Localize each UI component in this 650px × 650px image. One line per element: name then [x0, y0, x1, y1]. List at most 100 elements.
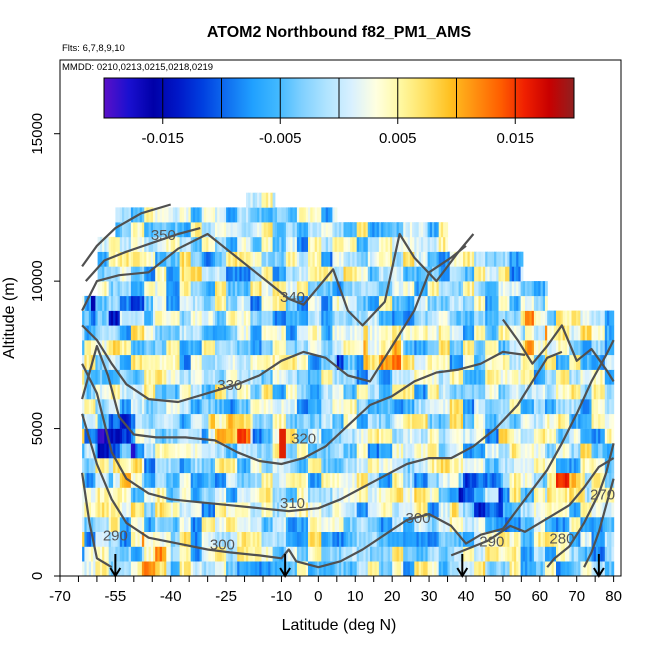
heatmap-cell: [226, 325, 229, 341]
heatmap-cell: [299, 251, 302, 267]
heatmap-cell: [432, 443, 435, 459]
heatmap-cell: [119, 502, 123, 518]
heatmap-cell: [387, 369, 391, 385]
heatmap-cell: [279, 428, 282, 444]
heatmap-cell: [195, 251, 198, 267]
heatmap-cell: [321, 340, 325, 356]
heatmap-cell: [328, 487, 331, 503]
heatmap-cell: [454, 266, 457, 282]
heatmap-cell: [407, 517, 411, 532]
heatmap-cell: [272, 546, 276, 562]
heatmap-cell: [104, 295, 108, 311]
heatmap-cell: [102, 281, 105, 297]
heatmap-cell: [376, 325, 380, 341]
heatmap-cell: [533, 458, 537, 474]
heatmap-cell: [392, 472, 395, 488]
heatmap-cell: [520, 413, 524, 429]
heatmap-cell: [99, 310, 103, 326]
heatmap-cell: [122, 531, 125, 547]
heatmap-cell: [133, 340, 136, 356]
heatmap-cell: [181, 295, 185, 311]
heatmap-cell: [288, 340, 291, 356]
heatmap-cell: [529, 443, 533, 459]
heatmap-cell: [166, 546, 170, 562]
heatmap-cell: [115, 354, 119, 370]
heatmap-cell: [243, 413, 247, 429]
heatmap-cell: [155, 236, 158, 252]
heatmap-cell: [250, 369, 254, 385]
heatmap-cell: [159, 428, 163, 444]
heatmap-cell: [113, 531, 116, 547]
heatmap-cell: [254, 531, 258, 547]
heatmap-cell: [232, 502, 236, 518]
heatmap-cell: [407, 340, 411, 356]
heatmap-cell: [356, 502, 360, 518]
heatmap-cell: [418, 295, 422, 311]
heatmap-cell: [527, 502, 531, 518]
heatmap-cell: [261, 310, 265, 326]
heatmap-cell: [401, 251, 404, 267]
heatmap-cell: [438, 517, 442, 532]
heatmap-cell: [396, 443, 400, 459]
heatmap-cell: [359, 487, 362, 503]
heatmap-cell: [210, 281, 214, 297]
heatmap-cell: [122, 502, 125, 518]
heatmap-cell: [429, 546, 433, 562]
heatmap-cell: [321, 443, 325, 459]
heatmap-cell: [172, 443, 176, 459]
heatmap-cell: [144, 546, 147, 562]
heatmap-cell: [533, 502, 537, 518]
heatmap-cell: [203, 295, 207, 311]
heatmap-cell: [525, 502, 528, 518]
heatmap-cell: [381, 310, 384, 326]
heatmap-cell: [476, 517, 480, 532]
heatmap-cell: [465, 369, 468, 385]
heatmap-cell: [301, 443, 305, 459]
heatmap-cell: [516, 354, 519, 370]
heatmap-cell: [323, 207, 327, 223]
heatmap-cell: [361, 340, 364, 356]
heatmap-cell: [206, 222, 209, 238]
heatmap-cell: [505, 472, 508, 488]
heatmap-cell: [474, 502, 477, 518]
heatmap-cell: [407, 531, 411, 547]
heatmap-cell: [148, 340, 152, 356]
heatmap-cell: [445, 413, 449, 429]
heatmap-cell: [343, 266, 347, 282]
heatmap-cell: [117, 236, 121, 252]
heatmap-cell: [474, 325, 477, 341]
heatmap-cell: [321, 295, 325, 311]
heatmap-cell: [507, 443, 511, 459]
heatmap-cell: [217, 399, 220, 415]
heatmap-cell: [359, 384, 362, 400]
heatmap-cell: [137, 472, 141, 488]
heatmap-cell: [367, 340, 371, 356]
heatmap-cell: [476, 340, 480, 356]
heatmap-cell: [161, 443, 165, 459]
heatmap-cell: [390, 310, 393, 326]
heatmap-cell: [370, 236, 373, 252]
heatmap-cell: [265, 428, 269, 444]
heatmap-cell: [252, 458, 256, 474]
heatmap-cell: [445, 251, 449, 267]
heatmap-cell: [531, 487, 535, 503]
heatmap-cell: [483, 413, 486, 429]
heatmap-cell: [95, 354, 99, 370]
heatmap-cell: [237, 399, 240, 415]
heatmap-cell: [403, 222, 406, 238]
heatmap-cell: [332, 340, 336, 356]
heatmap-cell: [522, 428, 526, 444]
heatmap-cell: [478, 413, 482, 429]
heatmap-cell: [139, 251, 143, 267]
heatmap-cell: [463, 531, 466, 547]
heatmap-cell: [197, 517, 201, 532]
heatmap-cell: [540, 281, 544, 297]
heatmap-cell: [252, 325, 256, 341]
heatmap-cell: [113, 472, 116, 488]
heatmap-cell: [239, 222, 243, 238]
heatmap-cell: [106, 295, 110, 311]
heatmap-cell: [279, 369, 282, 385]
heatmap-cell: [288, 458, 291, 474]
heatmap-cell: [347, 222, 351, 238]
heatmap-cell: [217, 236, 220, 252]
